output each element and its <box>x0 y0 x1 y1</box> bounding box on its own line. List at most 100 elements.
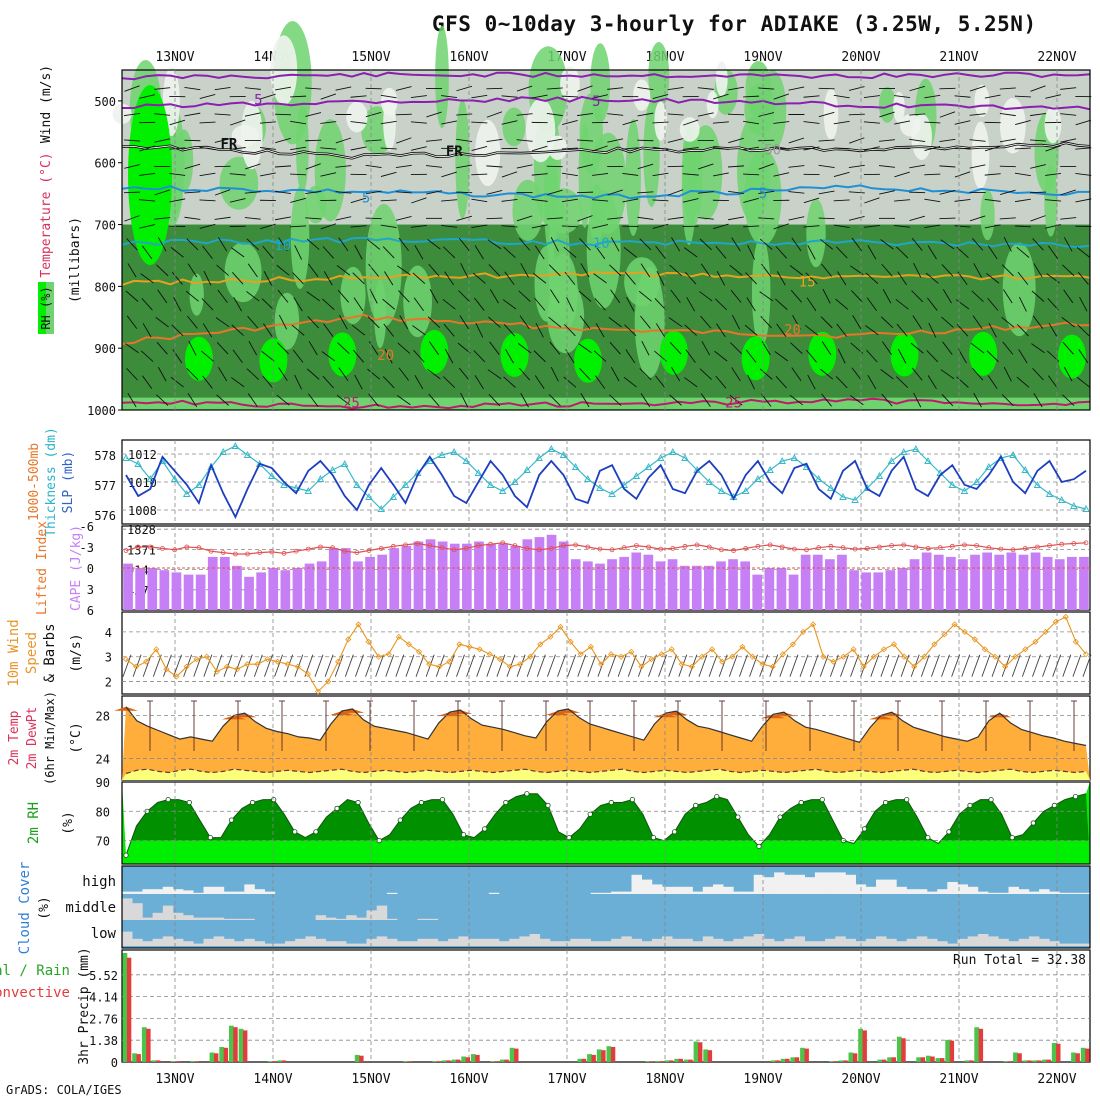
wind-barb <box>999 217 1016 220</box>
wind-barb <box>546 165 563 168</box>
wind-barb <box>577 112 593 117</box>
wind-barb <box>214 113 231 116</box>
wind-barb <box>1046 273 1060 284</box>
thickness-tick: 578 <box>94 449 116 463</box>
precip-convective-bar <box>794 1057 800 1062</box>
wind-barb <box>806 349 817 363</box>
wind-barb <box>561 147 578 150</box>
wind-barb <box>1031 290 1045 302</box>
wind-barb <box>155 317 169 328</box>
wind-barb <box>863 95 880 98</box>
wind-barb <box>533 273 547 284</box>
cloud-low-bar <box>825 938 836 946</box>
wind-barb <box>428 393 440 407</box>
wind-barb <box>186 368 199 381</box>
cloud-high-bar <box>835 872 846 894</box>
wind-barb <box>456 164 473 169</box>
wind-barb <box>414 245 424 260</box>
wind-barb <box>595 323 605 338</box>
rh-moist-patch <box>579 92 603 175</box>
wind-barb <box>456 191 473 194</box>
cloud-high-bar <box>172 889 184 894</box>
temp-tick: 24 <box>96 752 110 766</box>
cloud-low-bar <box>743 936 755 946</box>
wind10-point <box>547 633 554 640</box>
wind-barb <box>788 137 805 144</box>
wind10-point <box>537 641 544 648</box>
wind-barb <box>154 87 171 90</box>
wind10-point <box>496 656 503 663</box>
cloud-high-bar <box>713 884 724 894</box>
wind-barb <box>276 264 290 276</box>
precip-convective-bar <box>969 1060 974 1062</box>
thickness-point <box>122 454 130 461</box>
cape-bar <box>933 554 944 610</box>
precip-total-bar <box>683 1059 689 1062</box>
cloud-low-bar <box>794 936 805 946</box>
cloud-high-bar <box>743 891 755 894</box>
lifted-index-point <box>646 544 651 550</box>
rh-moist-patch <box>340 266 366 325</box>
precip-total-bar <box>122 953 128 1062</box>
wind-barb <box>774 351 789 362</box>
wind-barb <box>837 271 847 286</box>
cloud-high-bar <box>193 892 204 894</box>
wind10-barb <box>476 654 486 677</box>
wind-barb <box>924 94 941 99</box>
wind-barb <box>851 237 862 251</box>
precip-convective-bar <box>601 1050 606 1062</box>
thickness-point <box>389 493 398 500</box>
precip-convective-bar <box>843 1060 848 1062</box>
wind-barb <box>987 245 998 260</box>
wind-barb <box>187 393 198 408</box>
cloud-middle-bar <box>346 915 357 920</box>
wind10-barb <box>375 654 385 677</box>
wind-barb <box>955 299 970 310</box>
contour-label: 50 <box>764 143 781 159</box>
wind-barb <box>670 289 681 303</box>
wind-barb <box>790 289 802 303</box>
lifted-index-point <box>621 545 627 551</box>
lifted-tick: 3 <box>87 583 94 597</box>
precip-convective-bar <box>1036 1060 1042 1062</box>
wind-barb <box>502 299 517 310</box>
wind-barb <box>471 145 488 151</box>
wind-barb <box>203 270 212 286</box>
cloud-low-bar <box>1018 938 1030 946</box>
wind10-barb <box>466 654 476 677</box>
wind-barb <box>561 198 578 203</box>
temp-max-cap <box>664 711 689 716</box>
thickness-point <box>146 475 155 482</box>
wind-barb <box>701 340 711 356</box>
isotherm-line <box>121 271 1091 286</box>
wind-barb <box>365 217 382 220</box>
wind-barb <box>427 239 441 250</box>
rh-moist-patch <box>502 107 526 147</box>
wind-barb <box>654 298 667 311</box>
wind-barb <box>516 139 533 142</box>
cloud-high-bar <box>1008 886 1019 894</box>
pressure-tick: 800 <box>94 280 116 294</box>
wind10-barb <box>718 654 728 677</box>
precip-convective-bar <box>514 1048 519 1062</box>
precip-convective-bar <box>901 1038 906 1062</box>
lifted-index-point <box>1035 544 1040 550</box>
lifted-index-point <box>512 543 518 548</box>
date-label-top: 22NOV <box>1037 50 1076 65</box>
wind-barb <box>788 86 805 91</box>
wind-barb <box>322 298 335 310</box>
wind-barb <box>127 263 137 278</box>
wind-barb <box>170 376 184 388</box>
rh2m-point <box>904 796 910 803</box>
wind-barb <box>622 173 639 176</box>
wind-barb <box>338 367 349 381</box>
lifted-index-point <box>937 545 943 551</box>
rh2m-point <box>228 817 235 823</box>
thickness-point <box>912 445 920 452</box>
wind-barb <box>865 325 879 336</box>
wind-barb <box>546 112 563 117</box>
wind-barb <box>139 94 155 99</box>
date-label-top: 15NOV <box>351 50 390 65</box>
wind10-barb <box>1021 654 1031 677</box>
wind-barb <box>758 217 775 220</box>
